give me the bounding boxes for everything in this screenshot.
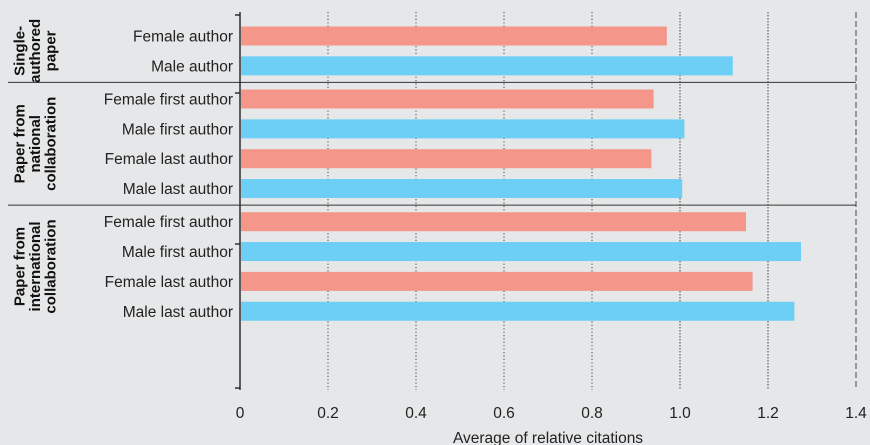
- category-labels: Female author Male author Female first aut…: [104, 29, 233, 321]
- bar-female: [241, 212, 746, 232]
- x-tick-label: 0.4: [405, 405, 427, 422]
- category-label: Female last author: [105, 151, 233, 168]
- bar-male: [241, 301, 795, 321]
- group-label: Paper frominternationalcollaboration: [12, 219, 60, 313]
- group-label: Single-authoredpaper: [12, 19, 60, 83]
- category-label: Female first author: [104, 92, 233, 109]
- x-tick-label: 1.0: [669, 405, 691, 422]
- bar-female: [241, 149, 652, 169]
- bar-female: [241, 89, 654, 109]
- category-label: Female first author: [104, 214, 233, 231]
- bar-male: [241, 242, 801, 262]
- bars: [241, 26, 801, 321]
- category-label: Male last author: [123, 304, 233, 321]
- bar-male: [241, 179, 683, 199]
- group-labels: Single-authoredpaper Paper fromnationalco…: [12, 19, 60, 314]
- category-label: Male author: [151, 58, 233, 75]
- bar-male: [241, 56, 733, 76]
- x-axis-title: Average of relative citations: [453, 430, 643, 445]
- x-tick-label: 0: [236, 405, 245, 422]
- category-label: Male first author: [122, 121, 233, 138]
- category-label: Female last author: [105, 274, 233, 291]
- category-label: Male last author: [123, 181, 233, 198]
- group-label: Paper fromnationalcollaboration: [12, 97, 60, 191]
- category-label: Male first author: [122, 244, 233, 261]
- bar-male: [241, 119, 685, 139]
- category-label: Female author: [133, 29, 233, 46]
- x-tick-label: 0.8: [581, 405, 603, 422]
- bar-female: [241, 26, 667, 46]
- x-tick-label: 0.6: [493, 405, 515, 422]
- x-tick-label: 0.2: [317, 405, 339, 422]
- group-separators: [8, 81, 856, 206]
- x-tick-label: 1.4: [845, 405, 867, 422]
- bar-female: [241, 271, 753, 291]
- axes: 0 0.2 0.4 0.6 0.8 1.0 1.2 1.4: [235, 12, 867, 422]
- x-tick-label: 1.2: [757, 405, 779, 422]
